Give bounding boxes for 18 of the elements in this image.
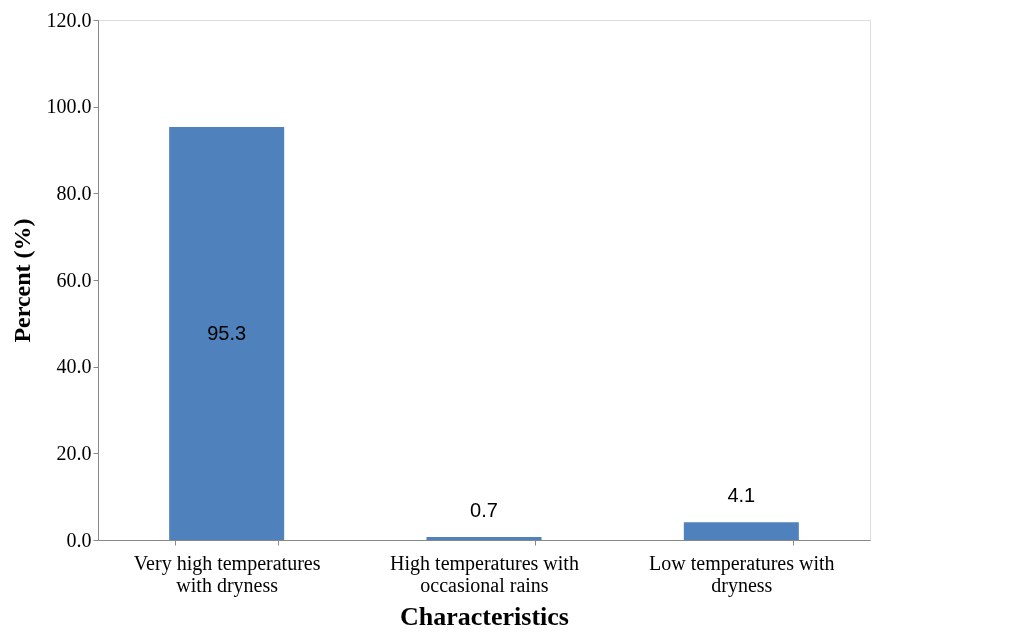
data-label: 95.3 (207, 321, 247, 344)
y-tick-label: 100.0 (46, 95, 92, 118)
data-label: 4.1 (727, 484, 756, 507)
y-axis-title: Percent (%) (8, 218, 35, 343)
x-tick-label: Low temperatures with dryness (649, 551, 835, 597)
x-tick-label: High temperatures with occasional rains (390, 551, 579, 596)
bar (683, 522, 799, 540)
y-tick-label: 0.0 (66, 528, 92, 551)
y-tick-label: 60.0 (56, 268, 92, 291)
y-tick-label: 120.0 (46, 8, 92, 31)
x-axis-title: Characteristics (400, 601, 569, 631)
bar (169, 127, 285, 540)
y-tick-label: 40.0 (56, 355, 92, 378)
data-label: 0.7 (470, 498, 498, 521)
bar (426, 536, 542, 540)
y-tick-label: 80.0 (56, 181, 92, 204)
y-tick-label: 20.0 (56, 441, 92, 464)
x-tick-label: Very high temperatures with dryness (133, 551, 321, 597)
